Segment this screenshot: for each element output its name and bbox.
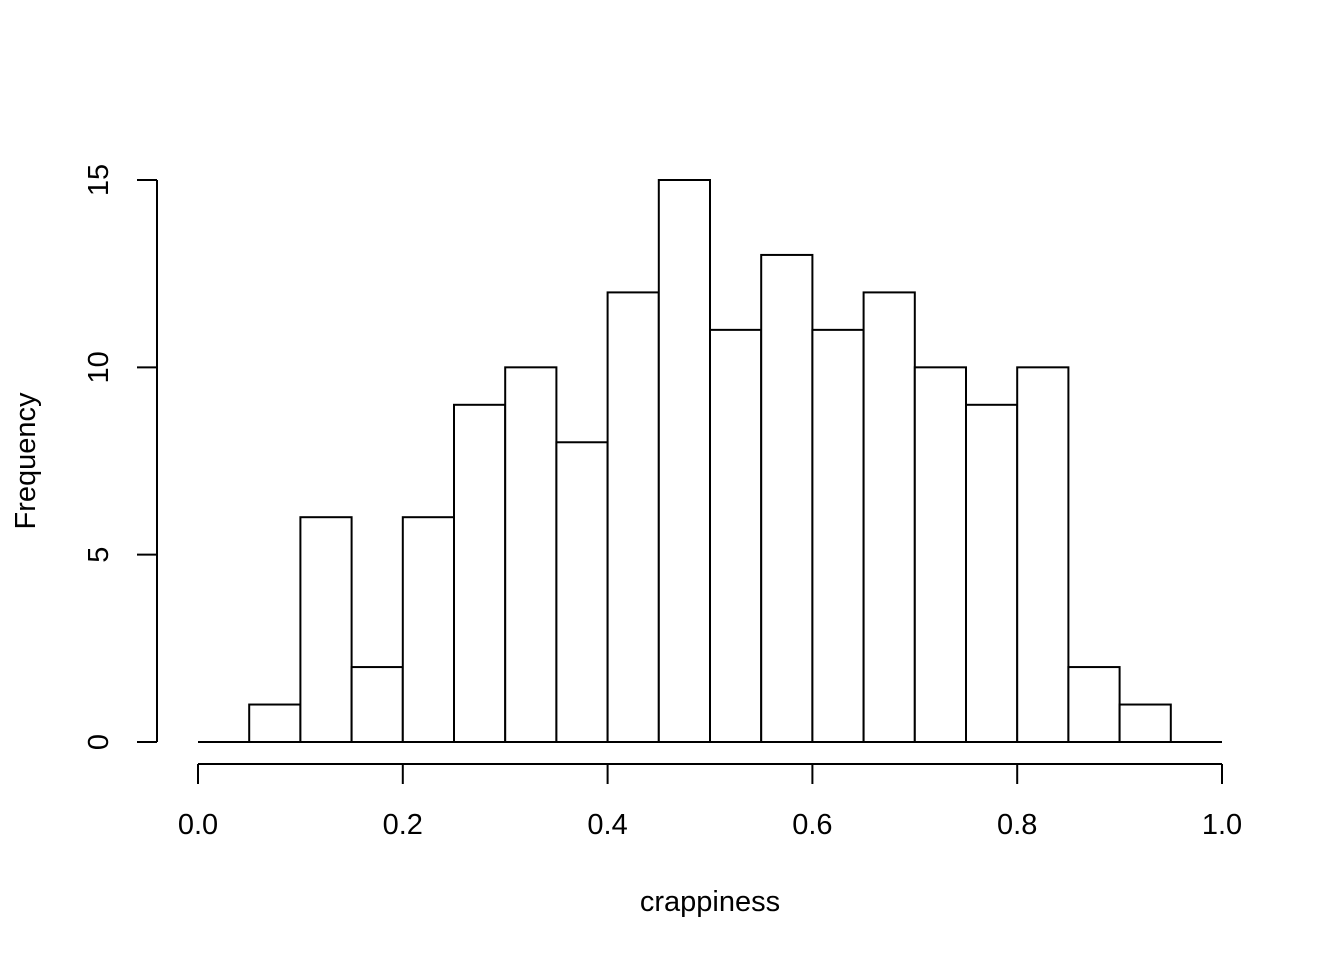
histogram-bar — [248, 703, 302, 743]
y-axis: 0 5 10 15 — [83, 164, 158, 750]
histogram-bar — [299, 516, 353, 744]
histogram-bar — [1067, 666, 1121, 743]
histogram-bar — [453, 403, 507, 743]
histogram-bar — [401, 516, 455, 744]
histogram-bar — [1016, 366, 1070, 743]
y-axis-title: Frequency — [10, 392, 42, 530]
histogram-bar — [504, 366, 558, 743]
y-tick-label: 5 — [83, 547, 115, 563]
x-tick-label: 0.0 — [178, 809, 218, 841]
histogram-bar — [913, 366, 967, 743]
x-tick-label: 1.0 — [1202, 809, 1242, 841]
histogram-bar — [1118, 703, 1172, 743]
x-tick-label: 0.2 — [383, 809, 423, 841]
bars-group — [198, 179, 1222, 744]
histogram-bar — [350, 666, 404, 743]
histogram-bar — [811, 328, 865, 743]
histogram-bar — [657, 179, 711, 743]
x-tick-label: 0.6 — [792, 809, 832, 841]
histogram-bar — [965, 403, 1019, 743]
histogram-bar — [606, 291, 660, 743]
y-tick-label: 15 — [83, 164, 115, 196]
histogram-bar — [555, 441, 609, 743]
y-tick-label: 0 — [83, 734, 115, 750]
x-tick-label: 0.4 — [587, 809, 627, 841]
x-axis: 0.0 0.2 0.4 0.6 0.8 1.0 — [178, 763, 1242, 841]
histogram-bar — [862, 291, 916, 743]
histogram-bar — [760, 253, 814, 744]
histogram-bar — [709, 328, 763, 743]
x-tick-label: 0.8 — [997, 809, 1037, 841]
x-axis-title: crappiness — [640, 886, 780, 918]
y-tick-label: 10 — [83, 351, 115, 383]
